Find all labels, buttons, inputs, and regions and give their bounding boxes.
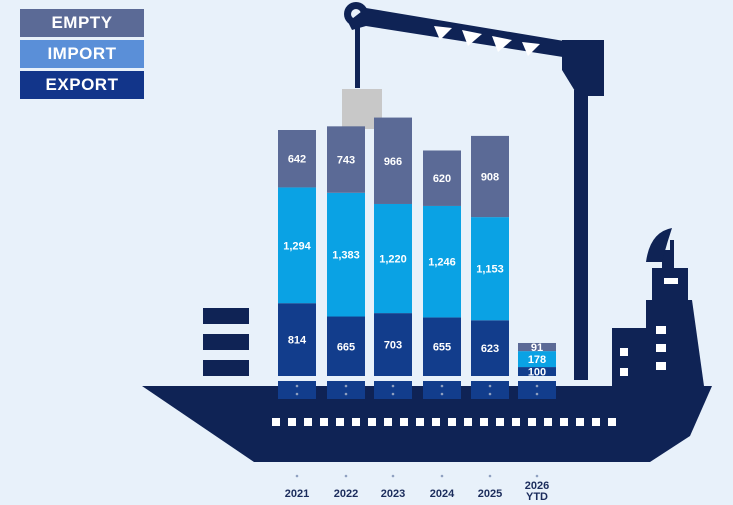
bar-empty-1: [327, 126, 365, 193]
tick-dot: [488, 474, 492, 478]
year-label: 2024: [430, 488, 455, 500]
tick-dot: [391, 392, 395, 396]
porthole: [496, 418, 504, 426]
porthole: [336, 418, 344, 426]
data-label: 703: [384, 340, 402, 352]
data-label: 966: [384, 156, 402, 168]
porthole: [592, 418, 600, 426]
bar-import-5: [518, 351, 556, 368]
ship-bridge-icon: [612, 228, 704, 386]
year-label: YTD: [526, 491, 548, 503]
porthole: [560, 418, 568, 426]
bar-export-2: [374, 313, 412, 376]
deck-cargo-icon: [203, 308, 249, 376]
deck-box: [471, 381, 509, 399]
data-label: 623: [481, 343, 499, 355]
porthole: [352, 418, 360, 426]
deck-box: [327, 381, 365, 399]
porthole: [544, 418, 552, 426]
bar-empty-4: [471, 135, 509, 218]
tick-dot: [535, 384, 539, 388]
bar-import-1: [327, 192, 365, 317]
legend-import: IMPORT: [20, 40, 144, 68]
bar-empty-5: [518, 342, 556, 352]
tick-dot: [535, 392, 539, 396]
data-label: 1,153: [476, 264, 504, 276]
bar-import-0: [278, 187, 316, 304]
data-label: 908: [481, 172, 499, 184]
tick-dot: [295, 392, 299, 396]
tick-dot: [391, 474, 395, 478]
tick-dot: [488, 384, 492, 388]
data-label: 100: [528, 367, 546, 379]
tick-dot: [295, 384, 299, 388]
deck-box: [423, 381, 461, 399]
data-label: 814: [288, 335, 307, 347]
porthole: [528, 418, 536, 426]
porthole: [448, 418, 456, 426]
tick-dot: [535, 474, 539, 478]
legend: EMPTY IMPORT EXPORT: [20, 9, 144, 99]
porthole: [400, 418, 408, 426]
porthole: [432, 418, 440, 426]
porthole: [416, 418, 424, 426]
tick-dot: [391, 384, 395, 388]
ship-hull-icon: [142, 386, 712, 462]
data-label: 1,383: [332, 250, 360, 262]
porthole: [368, 418, 376, 426]
bar-export-1: [327, 316, 365, 376]
bar-export-0: [278, 303, 316, 376]
data-label: 1,294: [283, 240, 311, 252]
year-label: 2025: [478, 488, 502, 500]
tick-dot: [295, 474, 299, 478]
year-label: 2022: [334, 488, 358, 500]
legend-export: EXPORT: [20, 71, 144, 99]
tick-dot: [440, 474, 444, 478]
bar-export-3: [423, 317, 461, 376]
year-label: 2023: [381, 488, 405, 500]
porthole: [320, 418, 328, 426]
bar-empty-2: [374, 117, 412, 204]
data-label: 1,220: [379, 254, 407, 266]
bar-import-3: [423, 205, 461, 318]
tick-dot: [440, 392, 444, 396]
data-label: 620: [433, 173, 451, 185]
bar-empty-0: [278, 130, 316, 188]
tick-dot: [344, 384, 348, 388]
bar-import-2: [374, 203, 412, 314]
tick-dot: [344, 392, 348, 396]
porthole: [464, 418, 472, 426]
porthole: [304, 418, 312, 426]
bar-empty-3: [423, 150, 461, 206]
tick-dot: [440, 384, 444, 388]
porthole: [576, 418, 584, 426]
crane-icon: [344, 2, 604, 380]
data-label: 665: [337, 341, 355, 353]
deck-box: [518, 381, 556, 399]
data-label: 178: [528, 354, 546, 366]
porthole: [384, 418, 392, 426]
legend-empty: EMPTY: [20, 9, 144, 37]
porthole: [272, 418, 280, 426]
porthole: [608, 418, 616, 426]
bar-import-4: [471, 217, 509, 321]
bar-export-4: [471, 320, 509, 376]
deck-box: [374, 381, 412, 399]
deck-box: [278, 381, 316, 399]
tick-dot: [344, 474, 348, 478]
porthole: [512, 418, 520, 426]
data-label: 655: [433, 342, 451, 354]
data-label: 642: [288, 154, 306, 166]
data-label: 91: [531, 342, 543, 354]
porthole: [480, 418, 488, 426]
data-label: 1,246: [428, 257, 456, 269]
tick-dot: [488, 392, 492, 396]
bar-export-5: [518, 367, 556, 376]
year-label: 2021: [285, 488, 309, 500]
year-label: 2026: [525, 480, 549, 492]
porthole: [288, 418, 296, 426]
data-label: 743: [337, 155, 355, 167]
